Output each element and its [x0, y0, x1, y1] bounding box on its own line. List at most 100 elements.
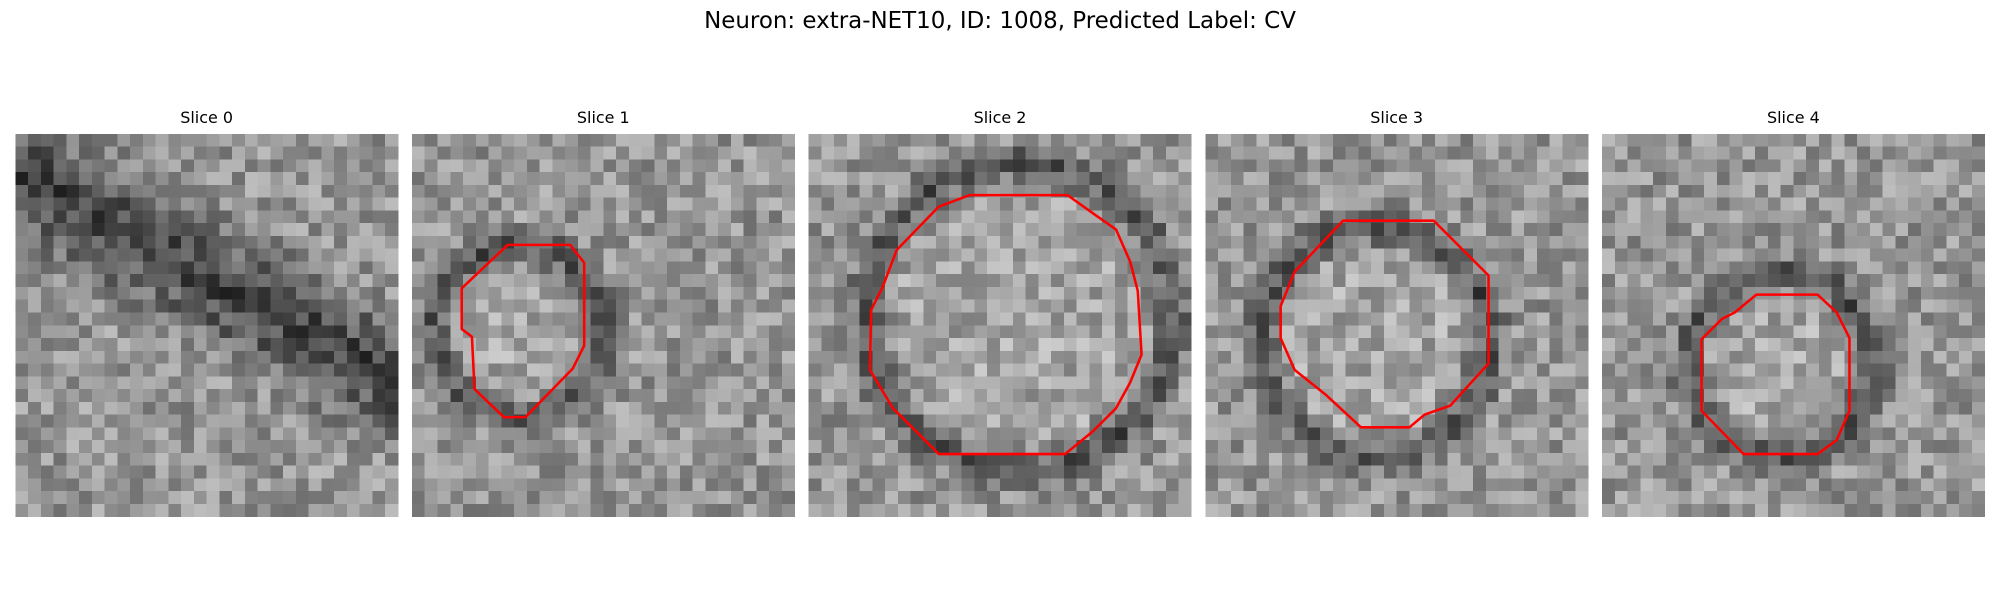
pixel [1946, 452, 1960, 466]
pixel [1627, 350, 1641, 364]
pixel [1230, 491, 1245, 505]
pixel [1230, 478, 1245, 492]
pixel [232, 478, 246, 492]
pixel [718, 452, 732, 466]
pixel [577, 440, 591, 454]
pixel [1511, 172, 1525, 186]
pixel [1269, 146, 1283, 160]
pixel [1012, 133, 1026, 148]
pixel [1114, 184, 1128, 199]
pixel [641, 376, 655, 390]
pixel [526, 248, 540, 262]
pixel [1665, 338, 1679, 352]
pixel [552, 325, 566, 339]
pixel [28, 465, 42, 479]
pixel [514, 286, 528, 301]
pixel [1256, 223, 1270, 237]
pixel [781, 235, 796, 250]
pixel [987, 452, 1001, 466]
pixel [1780, 376, 1794, 390]
pixel [1218, 427, 1232, 441]
pixel [872, 197, 886, 211]
pixel [155, 210, 169, 224]
pixel [104, 427, 118, 441]
pixel [1178, 133, 1192, 148]
pixel [1012, 210, 1026, 224]
pixel [1882, 133, 1896, 148]
pixel [743, 414, 757, 428]
pixel [1269, 414, 1283, 428]
pixel [295, 184, 310, 199]
pixel [590, 401, 604, 415]
pixel [1806, 172, 1820, 186]
pixel [1716, 478, 1730, 492]
pixel [181, 503, 195, 517]
pixel [552, 210, 566, 224]
pixel [1742, 478, 1756, 492]
pixel [321, 503, 335, 517]
pixel [1818, 133, 1833, 148]
pixel [1946, 248, 1960, 262]
pixel [1089, 389, 1103, 403]
pixel [910, 274, 924, 288]
pixel [1294, 503, 1308, 517]
pixel [743, 440, 757, 454]
pixel [155, 197, 169, 211]
pixel [334, 389, 348, 403]
pixel [1422, 478, 1436, 492]
pixel [821, 312, 835, 326]
pixel [308, 401, 322, 415]
pixel [1447, 286, 1461, 301]
pixel [1806, 235, 1820, 250]
pixel [821, 286, 835, 301]
pixel [923, 465, 937, 479]
pixel [756, 312, 770, 326]
pixel [232, 376, 246, 390]
pixel [1536, 325, 1551, 339]
pixel [1089, 350, 1103, 364]
pixel [104, 172, 118, 186]
pixel [1755, 210, 1769, 224]
pixel [872, 274, 886, 288]
pixel [1729, 338, 1743, 352]
pixel [1345, 491, 1359, 505]
pixel [1178, 197, 1192, 211]
pixel [168, 210, 182, 224]
pixel [846, 133, 861, 148]
pixel [1562, 440, 1576, 454]
pixel [705, 312, 719, 326]
pixel [1933, 376, 1947, 390]
pixel [1409, 491, 1423, 505]
pixel [1269, 389, 1283, 403]
pixel [1281, 325, 1296, 339]
pixel [590, 363, 604, 377]
pixel [1831, 376, 1845, 390]
pixel [1959, 159, 1973, 173]
pixel [948, 261, 963, 275]
pixel [130, 427, 144, 441]
pixel [654, 376, 668, 390]
pixel [117, 478, 131, 492]
pixel [117, 465, 131, 479]
pixel [168, 389, 182, 403]
pixel [28, 478, 42, 492]
pixel [1256, 261, 1270, 275]
pixel [1025, 172, 1039, 186]
pixel [1102, 427, 1116, 441]
pixel [1959, 261, 1973, 275]
pixel [1882, 389, 1896, 403]
pixel [53, 503, 67, 517]
pixel [1524, 401, 1538, 415]
pixel [1793, 274, 1807, 288]
pixel [1895, 286, 1909, 301]
pixel [897, 312, 912, 326]
pixel [232, 389, 246, 403]
pixel [821, 350, 835, 364]
pixel [667, 478, 681, 492]
pixel [1704, 299, 1718, 313]
pixel [859, 312, 873, 326]
pixel [1627, 491, 1641, 505]
pixel [40, 363, 54, 377]
pixel [1716, 401, 1730, 415]
